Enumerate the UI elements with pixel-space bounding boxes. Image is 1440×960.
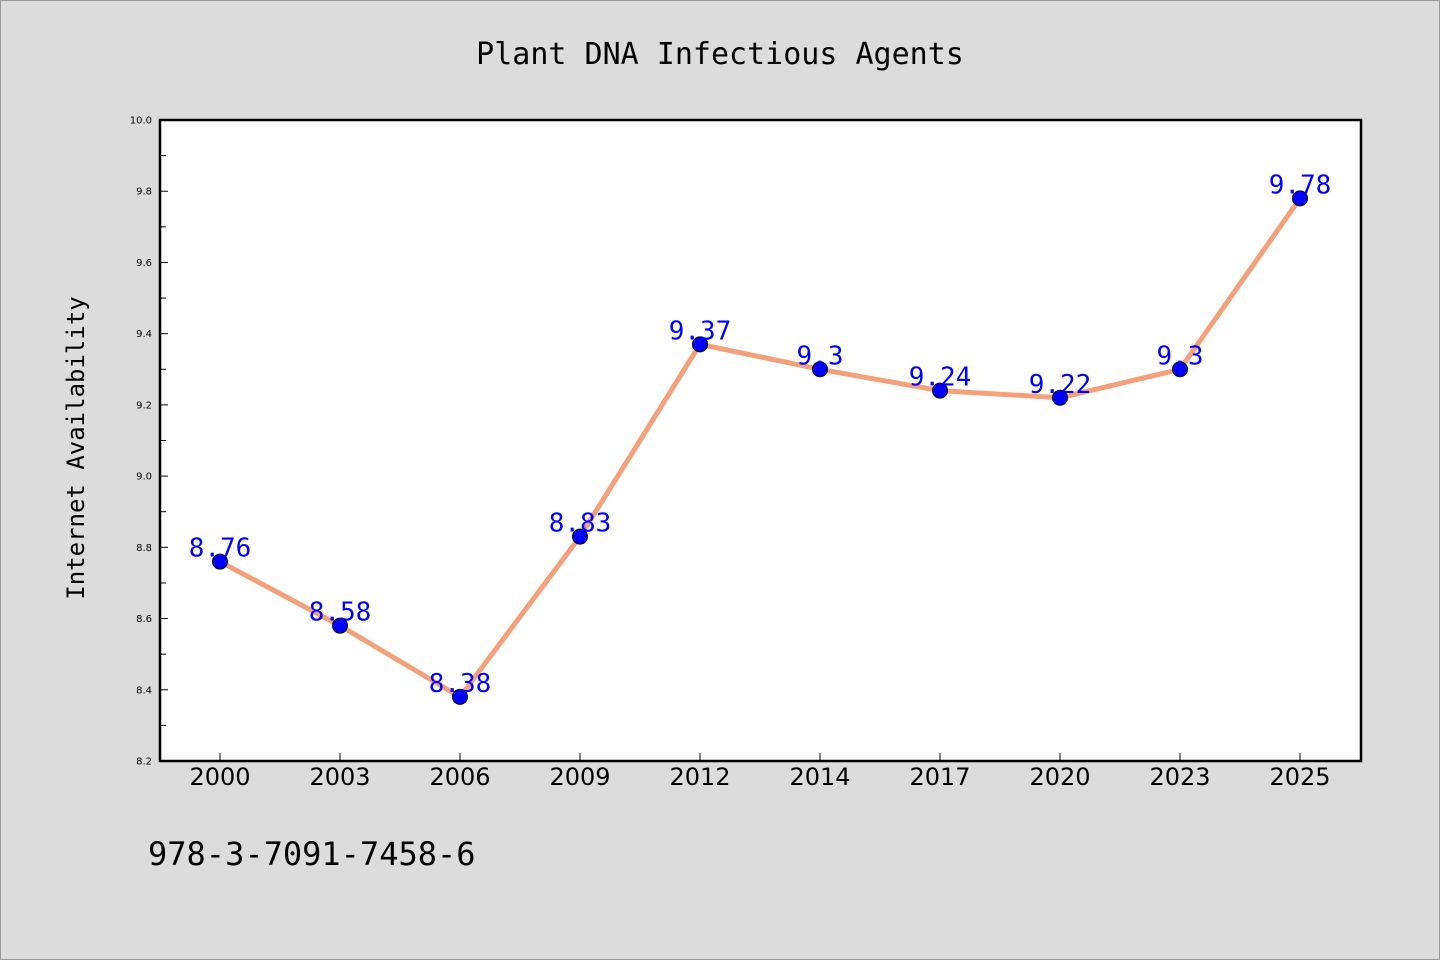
data-label: 9.37 — [669, 316, 732, 346]
y-tick-label: 8.8 — [136, 543, 152, 554]
series-line — [217, 195, 1303, 700]
x-tick-label: 2023 — [1149, 763, 1210, 791]
y-tick-label: 9.0 — [136, 472, 152, 483]
y-axis-ticks: 8.2 8.4 8.6 8.8 9.0 9.2 9.4 9.6 9.8 10.0 — [130, 116, 168, 768]
x-tick-label: 2025 — [1269, 763, 1330, 791]
data-point — [932, 382, 948, 399]
data-label: 9.3 — [797, 341, 844, 371]
x-tick-label: 2017 — [909, 763, 970, 791]
series-layer — [212, 190, 1308, 705]
x-axis-ticks: 2000 2003 2006 2009 2012 2014 2017 2020 2023 2025 — [189, 753, 1331, 791]
y-axis-label: Internet Availability — [62, 296, 90, 599]
data-label: 9.22 — [1029, 370, 1092, 400]
plot-area — [158, 118, 1363, 763]
data-label-layer: 8.76 8.58 8.38 8.83 9.37 9.3 9.24 9.22 9.3 9.78 — [189, 170, 1332, 699]
y-tick-label: 9.8 — [136, 187, 152, 198]
x-tick-label: 2000 — [189, 763, 250, 791]
x-tick-label: 2012 — [669, 763, 730, 791]
y-tick-label: 8.4 — [136, 685, 152, 696]
x-tick-label: 2020 — [1029, 763, 1090, 791]
y-tick-label: 9.6 — [136, 258, 152, 269]
y-tick-label: 8.6 — [136, 614, 152, 625]
x-tick-label: 2009 — [549, 763, 610, 791]
data-point — [812, 361, 828, 378]
data-point — [1292, 190, 1308, 207]
data-point — [572, 528, 588, 545]
y-tick-label: 9.2 — [136, 400, 152, 411]
data-point — [332, 617, 348, 634]
y-tick-label: 8.2 — [136, 757, 152, 768]
data-label: 9.24 — [909, 363, 972, 393]
data-point — [452, 688, 468, 705]
data-point — [1052, 389, 1068, 406]
data-label: 8.76 — [189, 534, 252, 564]
chart-title: Plant DNA Infectious Agents — [476, 37, 964, 72]
y-tick-label: 9.4 — [136, 329, 152, 340]
data-label: 8.83 — [549, 509, 612, 539]
isbn-text: 978-3-7091-7458-6 — [148, 835, 476, 873]
data-label: 9.78 — [1269, 170, 1332, 200]
data-label: 9.3 — [1157, 341, 1204, 371]
data-point — [692, 336, 708, 353]
y-tick-label: 10.0 — [130, 116, 152, 127]
x-tick-label: 2006 — [429, 763, 490, 791]
data-point — [212, 553, 228, 570]
x-tick-label: 2003 — [309, 763, 370, 791]
data-label: 8.58 — [309, 598, 372, 628]
data-point — [1172, 361, 1188, 378]
data-label: 8.38 — [429, 669, 492, 699]
x-tick-label: 2014 — [789, 763, 850, 791]
